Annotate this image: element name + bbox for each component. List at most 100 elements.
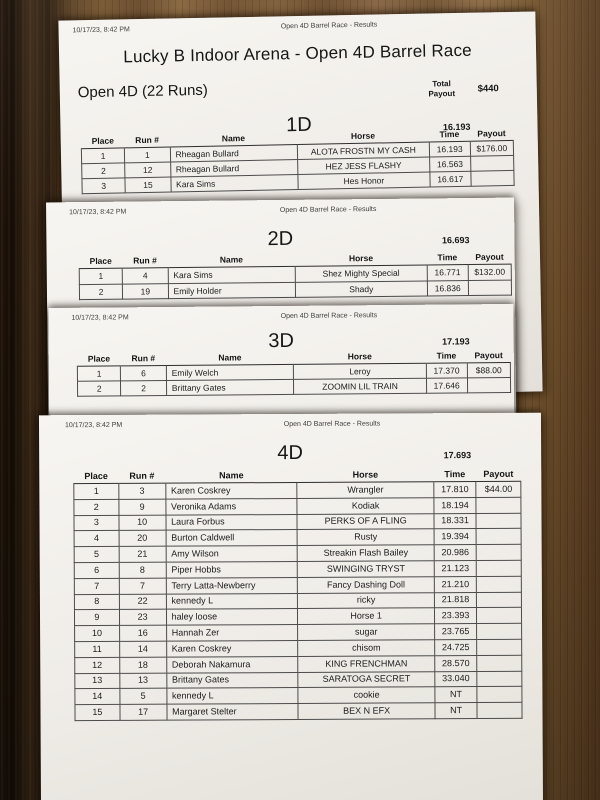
table-cell: 1 [79,268,123,285]
results-table-3d: Place Run # Name Horse Time Payout 1 6 Emily Wel… [77,350,511,397]
division-time: 17.193 [442,336,470,347]
table-cell: Burton Caldwell [165,529,298,547]
table-cell: 4 [74,530,119,547]
table-cell: kennedy L [166,593,298,610]
table-cell: 17 [119,704,167,721]
division-time: 17.693 [443,450,472,461]
division-header-4d: 4D 17.693 [39,441,541,467]
table-cell: SWINGING TRYST [297,560,435,578]
table-cell: 13 [119,672,167,689]
column-header: Place [81,135,125,149]
column-header: Horse [293,350,426,365]
table-cell: SARATOGA SECRET [298,671,435,688]
table-cell: Terry Latta-Newberry [165,577,298,594]
table-cell: 12 [124,161,171,178]
column-header: Run # [120,353,167,366]
table-cell: Fancy Dashing Doll [297,576,435,594]
table-cell: 2 [120,380,167,396]
print-doc-title: Open 4D Barrel Race - Results [280,312,378,321]
table-cell: Hannah Zer [166,624,299,642]
table-cell: 6 [74,562,119,579]
table-cell: 7 [118,577,167,594]
table-cell: ricky [297,592,435,609]
table-cell: 16.193 [429,141,471,158]
table-cell: 9 [74,609,120,626]
table-cell: $44.00 [476,481,521,498]
table-cell: 23.393 [434,607,477,624]
table-cell: 20 [118,530,166,547]
table-cell: Karen Coskrey [166,640,299,657]
total-payout-value: $440 [477,83,499,95]
table-cell: 23 [119,609,167,626]
table-cell: 23.765 [434,623,477,640]
table-cell [476,544,522,561]
table-cell: 1 [73,483,119,500]
table-cell: 12 [74,657,120,674]
table-cell: 9 [118,498,166,515]
table-cell: chisom [298,639,435,657]
table-cell: 13 [74,672,120,689]
column-header: Payout [476,468,521,482]
table-cell: 24.725 [434,639,477,656]
table-cell [476,497,521,514]
print-doc-title: Open 4D Barrel Race - Results [280,21,378,31]
table-cell [477,686,522,703]
table-cell: 18.194 [433,497,477,514]
table-cell: NT [434,702,478,719]
table-cell: Streakin Flash Bailey [297,544,435,562]
table-cell: 10 [118,514,166,531]
table-cell: 15 [74,704,120,721]
table-cell: 6 [120,365,167,381]
table-cell: 16.836 [427,280,469,296]
table-cell: Piper Hobbs [165,561,298,578]
print-doc-title: Open 4D Barrel Race - Results [279,206,377,215]
event-subtitle: Open 4D (22 Runs) [77,81,209,102]
table-cell: 18.331 [433,513,477,530]
table-cell: 21.818 [434,592,477,609]
table-cell [476,528,522,545]
column-header: Place [73,470,119,484]
results-table-4d: Place Run # Name Horse Time Payout 1 3 Karen Cos… [73,468,523,721]
table-cell [476,639,522,656]
division-time: 16.693 [441,235,470,246]
table-cell: Horse 1 [297,608,435,625]
table-cell [468,279,512,296]
column-header: Run # [122,255,168,269]
table-cell: Leroy [293,363,427,380]
table-cell: 17.370 [425,362,468,379]
table-cell: 5 [74,546,119,563]
table-cell [467,377,511,393]
table-cell: 22 [119,593,167,610]
table-cell: 8 [118,562,166,579]
table-cell: Emily Welch [166,364,294,381]
table-cell [476,576,522,593]
results-page-4d: 10/17/23, 8:42 PM Open 4D Barrel Race - … [38,412,544,800]
column-header: Payout [466,350,511,363]
table-cell: Emily Holder [167,281,296,299]
total-payout-label: Total Payout [428,79,456,99]
table-cell: 16.617 [429,171,471,188]
table-cell: PERKS OF A FLING [297,513,434,530]
table-cell [477,655,522,672]
table-cell: 2 [77,380,121,397]
division-header-2d: 2D 16.693 [46,226,514,254]
table-cell: $88.00 [467,362,511,378]
table-cell: Laura Forbus [165,514,298,531]
print-header: 10/17/23, 8:42 PM Open 4D Barrel Race - … [46,205,514,220]
table-cell: 10 [74,625,120,642]
table-cell: 21.210 [434,576,477,593]
column-header: Time [428,128,471,143]
page-title: Lucky B Indoor Arena - Open 4D Barrel Ra… [123,40,473,67]
table-cell: Rusty [297,529,434,546]
table-cell: 15 [125,176,171,193]
table-cell: Wrangler [297,481,434,499]
column-header: Time [433,469,477,482]
table-cell: Amy Wilson [165,545,298,563]
division-name: 3D [268,329,295,353]
total-payout: Total Payout $440 [418,78,499,100]
table-cell: Kara Sims [167,266,296,284]
table-cell: Shez Mighty Special [295,264,428,282]
column-header: Horse [297,469,434,483]
table-cell: Karen Coskrey [165,482,298,499]
table-cell: 14 [74,688,120,705]
